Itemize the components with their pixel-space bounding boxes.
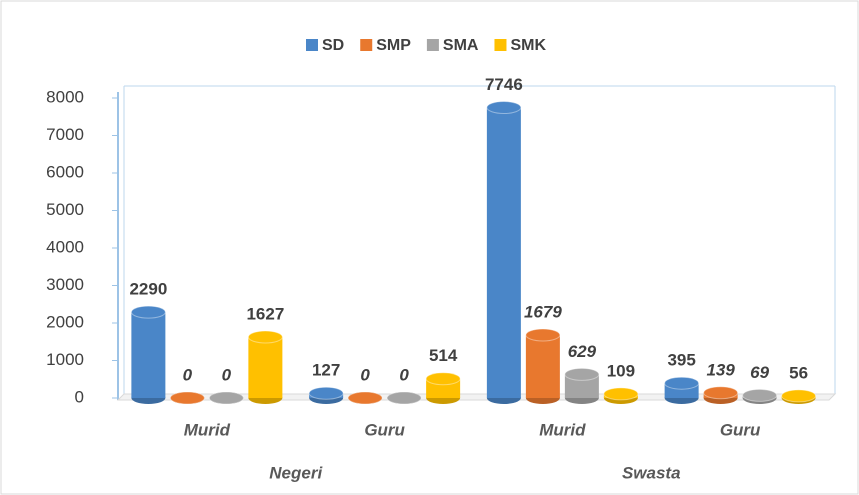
bar-top (525, 328, 561, 342)
value-label: 514 (429, 346, 458, 365)
legend-swatch (426, 39, 439, 51)
value-label: 1679 (524, 303, 562, 322)
bar-top (564, 367, 600, 381)
bar-top (130, 305, 166, 319)
x-tick-label: Guru (720, 420, 761, 439)
y-tick-label: 0 (75, 387, 84, 406)
bar-top (425, 372, 461, 386)
bar-top (742, 388, 778, 402)
y-tick-label: 3000 (46, 275, 84, 294)
bar (564, 374, 599, 398)
bar-top (486, 101, 522, 115)
legend-label: SMP (376, 37, 411, 54)
bar-top (169, 391, 205, 405)
legend-swatch (360, 39, 373, 51)
value-label: 139 (706, 360, 735, 379)
bar-top (781, 389, 817, 403)
bar (248, 336, 283, 398)
value-label: 56 (789, 363, 808, 382)
y-tick-label: 6000 (46, 162, 84, 181)
bar-top (603, 387, 639, 401)
bar-top (247, 330, 283, 344)
value-label: 629 (568, 342, 597, 361)
bar-top (664, 376, 700, 390)
bar-top (208, 391, 244, 405)
value-label: 0 (183, 365, 193, 384)
legend-label: SD (322, 37, 344, 54)
bar-top (386, 391, 422, 405)
y-tick-label: 4000 (46, 237, 84, 256)
bar-top (347, 391, 383, 405)
value-label: 69 (750, 363, 769, 382)
group-label: Negeri (269, 463, 323, 482)
bar (131, 312, 166, 398)
value-label: 0 (399, 365, 409, 384)
legend-swatch (306, 39, 318, 51)
y-tick-label: 7000 (46, 125, 84, 144)
y-tick-label: 2000 (46, 312, 84, 331)
x-tick-label: Guru (364, 420, 405, 439)
y-tick-label: 5000 (46, 200, 84, 219)
value-label: 0 (222, 365, 232, 384)
value-label: 7746 (485, 75, 523, 94)
legend-label: SMA (443, 37, 479, 54)
value-label: 127 (312, 361, 340, 380)
value-label: 2290 (129, 280, 167, 299)
value-label: 0 (360, 365, 370, 384)
value-label: 395 (667, 351, 695, 370)
bar (486, 107, 521, 399)
y-tick-label: 1000 (46, 350, 84, 369)
bar-top (703, 386, 739, 400)
legend-label: SMK (510, 37, 546, 54)
legend-swatch (494, 39, 507, 51)
bar-top (308, 386, 344, 400)
value-label: 109 (607, 361, 635, 380)
value-label: 1627 (246, 304, 284, 323)
bar (525, 335, 560, 398)
y-tick-label: 8000 (46, 87, 84, 106)
x-tick-label: Murid (184, 420, 231, 439)
group-label: Swasta (622, 463, 681, 482)
x-tick-label: Murid (539, 420, 586, 439)
